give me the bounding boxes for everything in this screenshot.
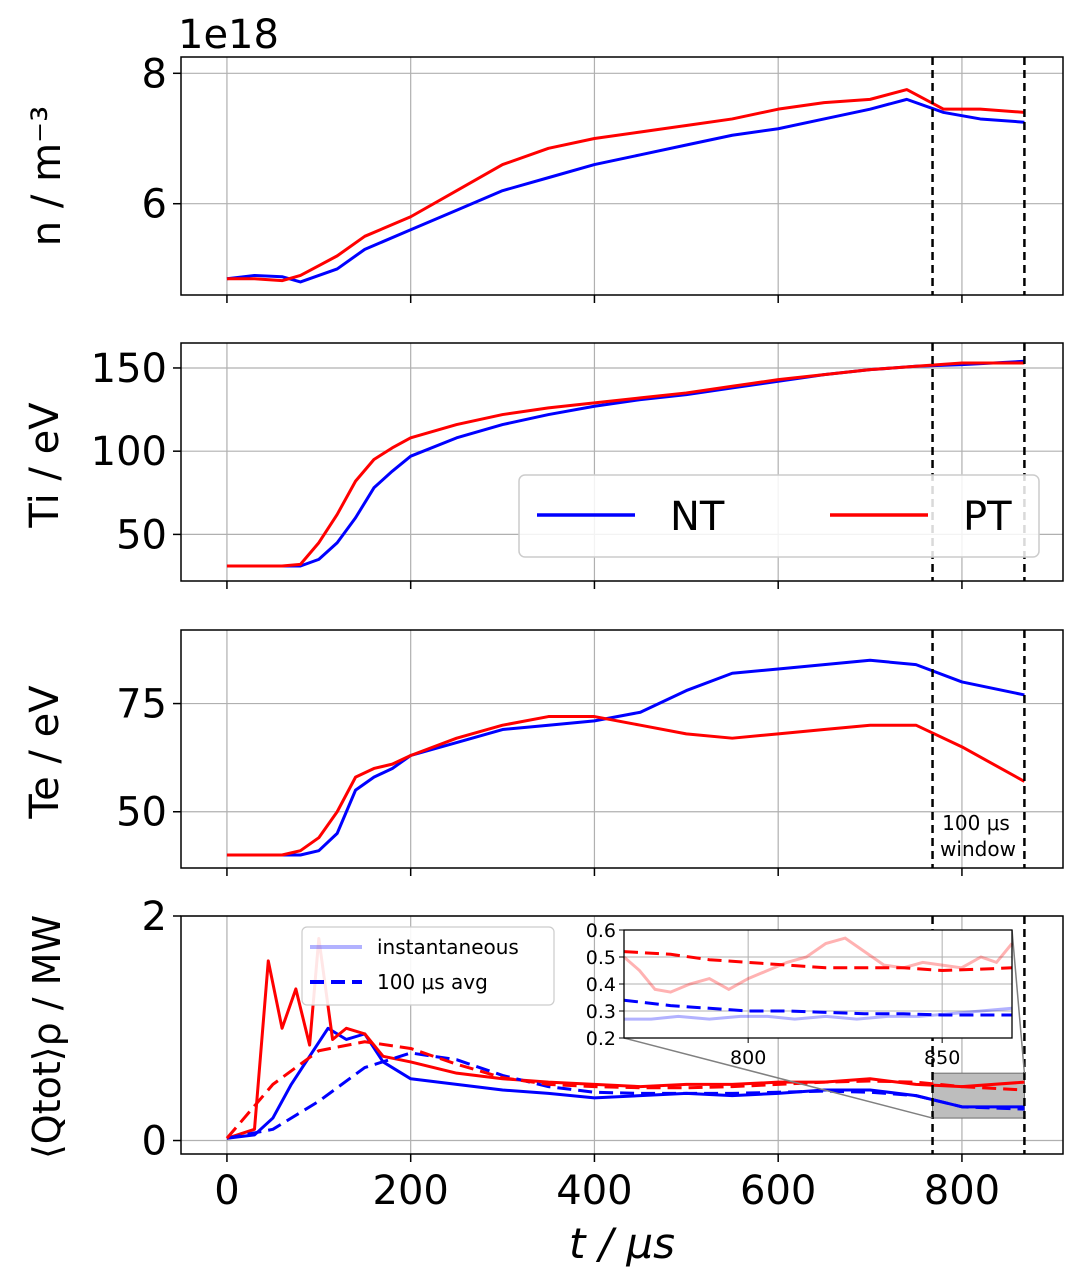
- inset-series-nt-100-s-avg: [623, 998, 1012, 1017]
- q-ylabel: ⟨Qtot⟩ρ / MW: [25, 915, 69, 1159]
- density-offset-text: 1e18: [178, 12, 279, 58]
- te-ylabel: Te / eV: [22, 685, 68, 820]
- density-window-lines: [931, 57, 1026, 295]
- te-window-lines: [931, 630, 1026, 868]
- inset-y-tick-label: 0.6: [586, 920, 616, 942]
- inset-series: [623, 936, 1014, 1021]
- inset-zoom-region: [932, 1072, 1025, 1119]
- series-line-nt: [226, 658, 1025, 857]
- x-tick-label: 600: [740, 1168, 816, 1214]
- inset: 0.2 0.3 0.4 0.5 0.6 800 850: [586, 920, 1014, 1069]
- ti-axes-frame: [180, 342, 1064, 582]
- panel-ion-temperature: 50 100 150 Ti / eV NT PT: [22, 342, 1064, 589]
- x-tick-label: 200: [373, 1168, 449, 1214]
- ti-ylabel: Ti / eV: [22, 402, 68, 529]
- legend-avg-label: 100 μs avg: [377, 970, 488, 994]
- series-line-nt: [226, 97, 1025, 284]
- series-line-nt-100-s-avg: [226, 1051, 1025, 1140]
- density-y-ticks: 68: [142, 51, 181, 228]
- te-series: [226, 658, 1026, 857]
- q-legend: instantaneous 100 μs avg: [301, 926, 555, 1006]
- inset-y-tick-label: 0.2: [586, 1028, 616, 1050]
- legend-pt-label: PT: [963, 494, 1012, 540]
- ti-y-ticks: 50 100 150: [91, 346, 181, 558]
- ti-legend: NT PT: [518, 474, 1040, 558]
- density-series: [226, 88, 1025, 284]
- series-line-pt: [226, 715, 1026, 857]
- series-line-pt: [226, 88, 1025, 283]
- series-line-pt: [226, 361, 1025, 568]
- y-tick-label: 8: [142, 51, 167, 97]
- ti-x-ticks: [226, 581, 963, 589]
- y-tick-label: 50: [116, 512, 167, 558]
- inset-y-tick-label: 0.3: [586, 1001, 616, 1023]
- q-legend-box: [301, 926, 555, 1006]
- inset-y-tick-label: 0.5: [586, 947, 616, 969]
- q-axes-frame: [180, 915, 1064, 1155]
- inset-y-tick-label: 0.4: [586, 974, 616, 996]
- ti-legend-box: [518, 474, 1040, 558]
- inset-y-ticks: 0.2 0.3 0.4 0.5 0.6: [586, 920, 624, 1050]
- x-axis-label: t / μs: [569, 1219, 675, 1268]
- y-tick-label: 2: [142, 894, 167, 940]
- inset-x-ticks: 800 850: [730, 1038, 960, 1069]
- inset-series-pt-instantaneous: [623, 936, 1014, 994]
- x-tick-label: 0: [214, 1168, 239, 1214]
- legend-instantaneous-label: instantaneous: [377, 935, 519, 959]
- density-x-ticks: [226, 295, 963, 303]
- y-tick-label: 6: [142, 182, 167, 228]
- panel-electron-temperature: 50 75 Te / eV 100 μs window: [22, 629, 1064, 876]
- q-series: [225, 936, 1025, 1140]
- inset-series-pt-100-s-avg: [623, 950, 1013, 973]
- density-axes-frame: [180, 56, 1064, 296]
- inset-connector-left: [623, 1037, 933, 1119]
- y-tick-label: 75: [116, 682, 167, 728]
- density-ylabel: n / m⁻³: [24, 106, 70, 246]
- te-y-ticks: 50 75: [116, 682, 181, 836]
- panel-heat-flux: 02 0 200 400 600 800 ⟨Qtot⟩ρ / MW t / μs ins…: [25, 894, 1064, 1268]
- y-tick-label: 100: [91, 429, 167, 475]
- legend-nt-label: NT: [670, 494, 725, 540]
- te-x-ticks: [226, 868, 963, 876]
- y-tick-label: 150: [91, 346, 167, 392]
- x-tick-label: 400: [556, 1168, 632, 1214]
- q-x-ticks: 0 200 400 600 800: [214, 1154, 1000, 1214]
- te-grid: [181, 630, 1063, 868]
- te-axes-frame: [180, 629, 1064, 869]
- series-line-pt-100-s-avg: [225, 1040, 1025, 1140]
- inset-x-tick-label: 800: [730, 1047, 766, 1069]
- density-grid: [181, 57, 1063, 295]
- y-tick-label: 0: [142, 1119, 167, 1165]
- x-tick-label: 800: [924, 1168, 1000, 1214]
- ti-series: [226, 359, 1025, 568]
- q-y-ticks: 02: [142, 894, 181, 1165]
- inset-x-tick-label: 850: [924, 1047, 960, 1069]
- window-label-line1: 100 μs: [942, 811, 1010, 835]
- panel-density: 68 1e18 n / m⁻³: [24, 12, 1064, 303]
- y-tick-label: 50: [116, 790, 167, 836]
- inset-connector-right: [1011, 929, 1026, 1074]
- window-label-line2: window: [940, 837, 1016, 861]
